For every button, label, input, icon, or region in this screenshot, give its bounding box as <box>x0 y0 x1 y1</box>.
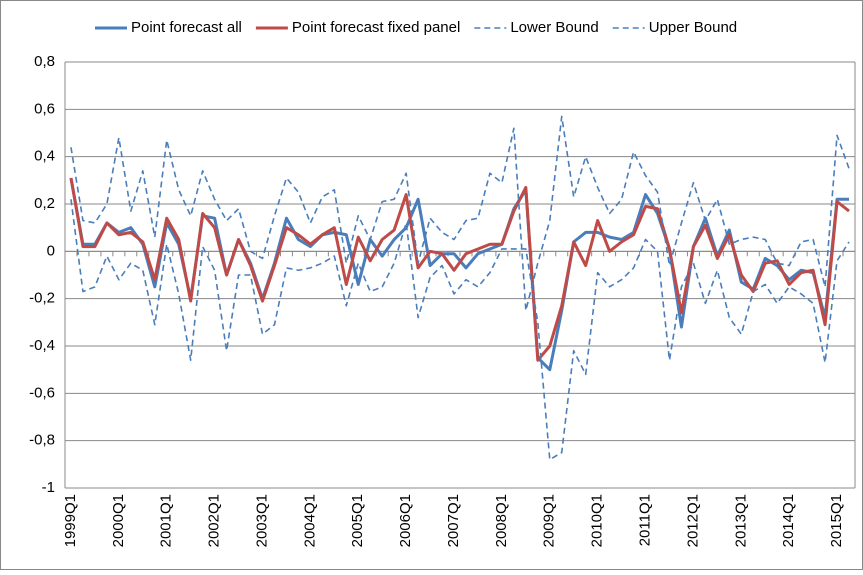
legend-label: Point forecast all <box>131 19 242 36</box>
series-line <box>69 177 850 362</box>
x-tick-label: 2000Q1 <box>110 494 127 547</box>
x-tick-label: 2011Q1 <box>636 494 653 546</box>
x-tick-label: 2001Q1 <box>158 494 175 547</box>
x-tick-label: 2013Q1 <box>732 494 749 547</box>
x-tick-label: 2012Q1 <box>684 494 701 547</box>
x-tick-label: 2014Q1 <box>780 494 797 547</box>
y-tick-label: 0 <box>47 242 55 259</box>
x-tick-label: 2015Q1 <box>828 494 845 547</box>
y-tick-label: -1 <box>42 479 55 496</box>
x-tick-label: 1999Q1 <box>62 494 79 547</box>
y-tick-label: -0,6 <box>29 384 55 401</box>
x-tick-label: 2006Q1 <box>397 494 414 547</box>
series-line <box>70 115 850 312</box>
y-tick-label: 0,6 <box>34 100 55 117</box>
x-tick-label: 2002Q1 <box>206 494 223 547</box>
y-tick-label: 0,8 <box>34 53 55 70</box>
y-tick-label: -0,8 <box>29 432 55 449</box>
x-tick-label: 2003Q1 <box>253 494 270 547</box>
series-line <box>70 199 850 461</box>
legend-label: Upper Bound <box>649 19 737 36</box>
legend-label: Point forecast fixed panel <box>292 19 460 36</box>
legend-label: Lower Bound <box>510 19 598 36</box>
y-tick-label: -0,2 <box>29 290 55 307</box>
x-tick-label: 2004Q1 <box>301 494 318 547</box>
x-tick-label: 2005Q1 <box>349 494 366 547</box>
x-tick-label: 2010Q1 <box>589 494 606 547</box>
y-tick-label: -0,4 <box>29 337 55 354</box>
y-tick-label: 0,2 <box>34 195 55 212</box>
x-tick-label: 2008Q1 <box>493 494 510 547</box>
legend: Point forecast all Point forecast fixed p… <box>95 19 737 36</box>
y-tick-label: 0,4 <box>34 148 55 165</box>
x-tick-label: 2007Q1 <box>445 494 462 547</box>
x-tick-label: 2009Q1 <box>541 494 558 547</box>
